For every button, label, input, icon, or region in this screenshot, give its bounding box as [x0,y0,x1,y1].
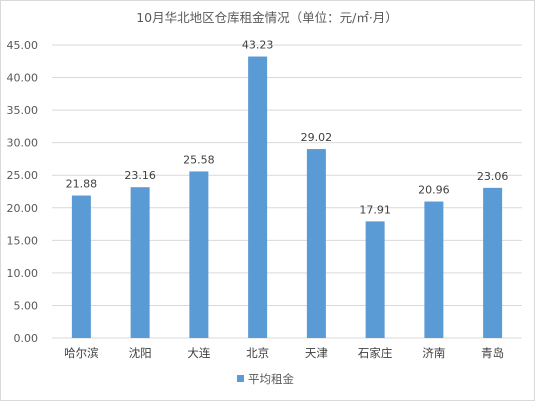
y-axis-ticks: 0.00 5.00 10.00 15.00 20.00 25.00 30.00 35.00 40… [7,39,39,345]
legend-label: 平均租金 [248,372,294,386]
data-label: 20.96 [418,184,450,197]
y-tick-label: 20.00 [7,202,39,215]
y-tick-label: 35.00 [7,104,39,117]
data-label: 23.16 [124,169,156,182]
y-tick-label: 5.00 [14,299,39,312]
data-label: 17.91 [359,203,391,216]
y-tick-label: 40.00 [7,72,39,85]
y-tick-label: 0.00 [14,332,39,345]
x-category-label: 石家庄 [358,346,393,360]
x-category-label: 沈阳 [129,346,152,360]
y-tick-label: 45.00 [7,39,39,52]
x-category-label: 哈尔滨 [64,346,99,360]
data-label: 21.88 [66,178,98,191]
x-category-label: 济南 [422,346,445,360]
bar [365,221,385,338]
x-category-label: 青岛 [481,346,504,360]
data-label: 43.23 [242,39,274,52]
x-category-label: 北京 [246,346,269,360]
x-axis-categories: 哈尔滨 沈阳 大连 北京 天津 石家庄 济南 青岛 [64,346,504,360]
y-tick-label: 10.00 [7,267,39,280]
x-category-label: 天津 [305,346,328,360]
x-category-label: 大连 [187,346,210,360]
bar [130,187,150,338]
data-label: 23.06 [477,170,509,183]
data-label: 29.02 [301,131,333,144]
legend: 平均租金 [237,372,294,386]
bar [248,56,268,339]
bars [71,56,503,339]
gridlines [52,44,522,339]
data-label: 25.58 [183,153,215,166]
chart-title: 10月华北地区仓库租金情况（单位：元/㎡·月） [136,10,398,25]
bar [71,195,91,338]
y-tick-label: 15.00 [7,234,39,247]
bar [483,187,503,338]
y-tick-label: 25.00 [7,169,39,182]
legend-swatch [237,375,244,382]
bar [306,149,326,338]
y-tick-label: 30.00 [7,137,39,150]
bar [189,171,209,338]
data-labels: 21.88 23.16 25.58 43.23 29.02 17.91 20.96 23.06 [66,39,509,217]
bar [424,201,444,338]
